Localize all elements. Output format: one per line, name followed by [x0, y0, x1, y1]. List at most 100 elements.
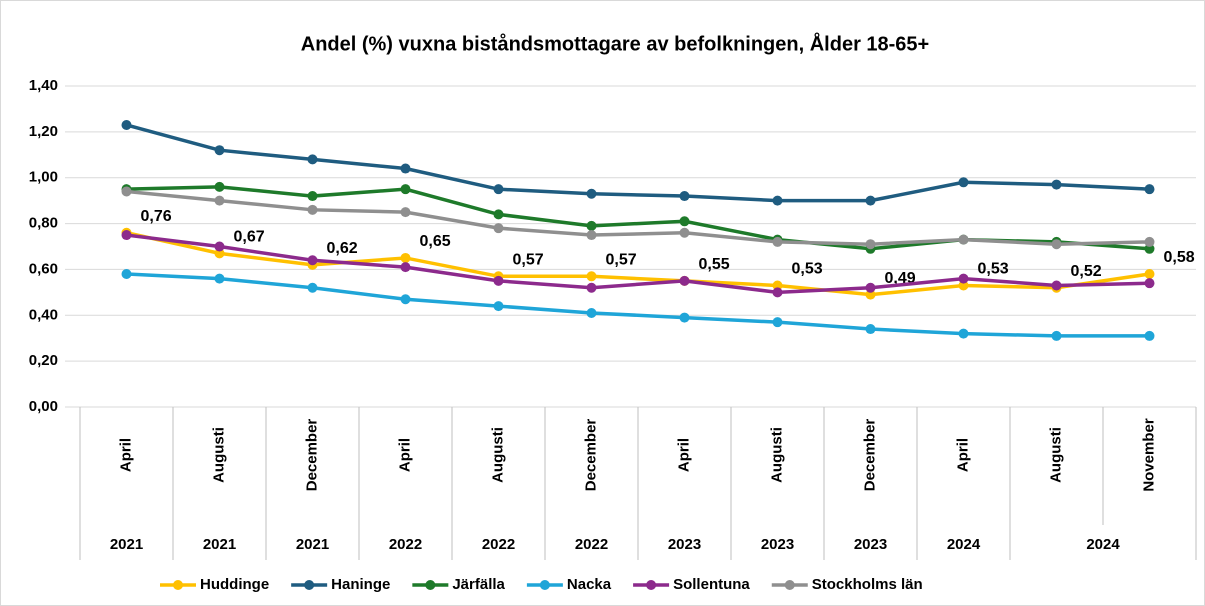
series-marker: [958, 273, 969, 284]
series-marker: [679, 275, 690, 286]
y-tick-label: 0,80: [29, 215, 58, 232]
legend-marker: [646, 580, 657, 590]
series-marker: [679, 191, 690, 202]
data-label: 0,58: [1164, 249, 1195, 266]
series-marker: [400, 294, 411, 305]
series-marker: [586, 282, 597, 293]
series-marker: [586, 220, 597, 231]
legend-label: Nacka: [567, 576, 612, 593]
legend-label: Sollentuna: [673, 576, 750, 593]
legend-marker: [539, 580, 550, 590]
series-marker: [214, 195, 225, 206]
y-tick-label: 1,40: [29, 77, 58, 94]
series-marker: [121, 230, 132, 241]
year-label: 2022: [389, 536, 422, 553]
x-tick-label: Augusti: [1047, 427, 1064, 483]
series-marker: [586, 271, 597, 282]
series-line: [126, 189, 1150, 246]
series-marker: [865, 324, 876, 335]
series-marker: [1051, 239, 1062, 250]
series-marker: [865, 282, 876, 293]
series-marker: [772, 317, 783, 328]
series-marker: [679, 227, 690, 238]
data-label: 0,65: [420, 233, 451, 250]
year-label: 2023: [761, 536, 794, 553]
series-marker: [121, 269, 132, 280]
y-tick-label: 0,60: [29, 260, 58, 277]
series-marker: [214, 241, 225, 252]
series-marker: [772, 280, 783, 291]
series-marker: [1051, 330, 1062, 341]
y-tick-label: 0,40: [29, 306, 58, 323]
series-marker: [493, 184, 504, 195]
series-marker: [958, 280, 969, 291]
data-label: 0,76: [141, 208, 172, 225]
series-line: [126, 272, 1150, 338]
data-label: 0,53: [978, 261, 1009, 278]
year-label: 2021: [203, 536, 236, 553]
series-marker: [865, 239, 876, 250]
legend-marker: [304, 580, 315, 590]
y-tick-label: 1,00: [29, 169, 58, 186]
y-tick-label: 1,20: [29, 123, 58, 140]
series-marker: [772, 236, 783, 247]
legend-label: Järfälla: [452, 576, 505, 593]
series-marker: [307, 191, 318, 202]
series-marker: [214, 273, 225, 284]
series-marker: [493, 301, 504, 312]
x-tick-label: December: [582, 419, 599, 492]
legend-label: Huddinge: [200, 576, 269, 593]
legend-marker: [425, 580, 436, 590]
data-label: 0,55: [699, 256, 730, 273]
series-marker: [772, 287, 783, 298]
data-label: 0,57: [513, 252, 544, 269]
x-tick-label: April: [396, 438, 413, 472]
series-marker: [307, 255, 318, 266]
series-marker: [1144, 269, 1155, 280]
series-marker: [214, 145, 225, 156]
series-marker: [865, 289, 876, 300]
series-marker: [586, 188, 597, 199]
x-tick-label: April: [954, 438, 971, 472]
series-marker: [400, 252, 411, 263]
year-label: 2023: [668, 536, 701, 553]
series-marker: [1144, 184, 1155, 195]
series-marker: [121, 119, 132, 130]
year-label: 2024: [947, 536, 981, 553]
series-marker: [400, 163, 411, 174]
series-marker: [493, 209, 504, 220]
series-marker: [400, 207, 411, 218]
series-marker: [586, 307, 597, 318]
series-marker: [958, 177, 969, 188]
series-marker: [958, 234, 969, 245]
data-label: 0,67: [234, 229, 265, 246]
year-label: 2021: [110, 536, 143, 553]
series-marker: [1051, 280, 1062, 291]
series-marker: [307, 154, 318, 165]
series-marker: [679, 312, 690, 323]
legend-marker: [784, 580, 795, 590]
series-marker: [586, 230, 597, 241]
legend-label: Haninge: [331, 576, 390, 593]
year-label: 2022: [482, 536, 515, 553]
year-label: 2024: [1086, 536, 1120, 553]
series-marker: [1144, 236, 1155, 247]
series-marker: [1144, 243, 1155, 254]
series-marker: [865, 195, 876, 206]
year-label: 2023: [854, 536, 887, 553]
y-tick-label: 0,00: [29, 398, 58, 415]
series-marker: [307, 204, 318, 215]
chart-title: Andel (%) vuxna biståndsmottagare av bef…: [301, 31, 930, 55]
legend-label: Stockholms län: [812, 576, 923, 593]
x-tick-label: December: [861, 419, 878, 492]
x-tick-label: Augusti: [489, 427, 506, 483]
series-marker: [772, 195, 783, 206]
x-tick-label: Augusti: [210, 427, 227, 483]
series-marker: [1051, 179, 1062, 190]
x-tick-label: November: [1140, 418, 1157, 492]
series-marker: [679, 216, 690, 227]
series-marker: [493, 223, 504, 234]
series-line: [126, 123, 1150, 203]
series-marker: [1144, 278, 1155, 289]
